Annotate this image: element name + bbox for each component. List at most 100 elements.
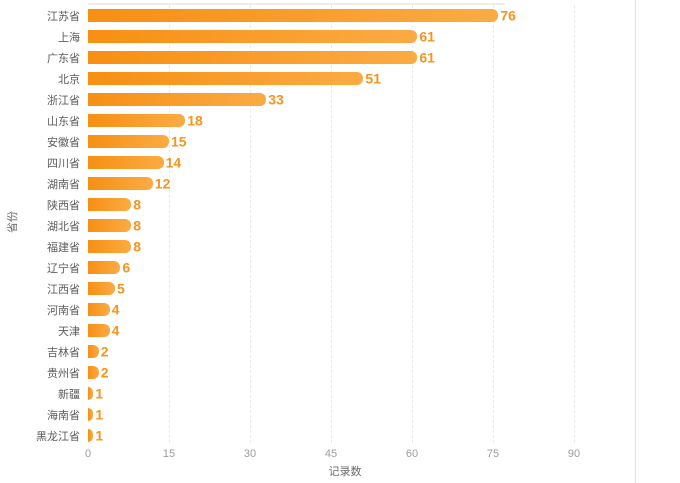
category-label: 上海	[58, 31, 80, 44]
category-label: 福建省	[47, 241, 80, 254]
category-label: 海南省	[47, 409, 80, 422]
bar-area: 5	[84, 278, 635, 299]
bar-row: 江西省 5	[0, 278, 635, 299]
value-label: 4	[111, 322, 120, 339]
bar-row: 辽宁省 6	[0, 257, 635, 278]
bar-area: 1	[84, 425, 635, 446]
bar-area: 76	[84, 5, 635, 26]
bar[interactable]	[88, 198, 132, 211]
bar-area: 8	[84, 215, 635, 236]
gridline	[574, 5, 575, 443]
bar[interactable]	[88, 9, 499, 22]
value-label: 1	[95, 427, 104, 444]
bar-area: 4	[84, 299, 635, 320]
gridline	[169, 5, 170, 443]
gridlines	[88, 5, 628, 443]
x-tick-label: 45	[324, 448, 338, 460]
bar-row: 新疆 1	[0, 383, 635, 404]
value-label: 5	[117, 280, 125, 297]
category-label: 湖南省	[47, 178, 80, 191]
value-label: 18	[187, 112, 203, 129]
bar[interactable]	[88, 408, 94, 421]
bar[interactable]	[88, 51, 418, 64]
bar-area: 1	[84, 404, 635, 425]
bar-area: 2	[84, 341, 635, 362]
category-label: 北京	[58, 73, 80, 86]
value-label: 33	[268, 91, 284, 108]
bar[interactable]	[88, 114, 186, 127]
bar-row: 山东省 18	[0, 110, 635, 131]
value-label: 76	[500, 7, 516, 24]
bar[interactable]	[88, 156, 164, 169]
bar-row: 天津 4	[0, 320, 635, 341]
category-label: 安徽省	[47, 136, 80, 149]
category-label: 吉林省	[47, 346, 80, 359]
bar-row: 浙江省 33	[0, 89, 635, 110]
bar-row: 上海 61	[0, 26, 635, 47]
category-label: 江苏省	[47, 10, 80, 23]
value-label: 2	[100, 343, 109, 360]
bar-area: 6	[84, 257, 635, 278]
value-label: 15	[171, 133, 187, 150]
x-tick-label: 15	[162, 448, 176, 460]
x-tick-label: 0	[84, 448, 92, 460]
value-label: 8	[133, 196, 141, 213]
bar-area: 18	[84, 110, 635, 131]
bar-row: 陕西省 8	[0, 194, 635, 215]
bar[interactable]	[88, 30, 418, 43]
x-axis-title: 记录数	[328, 466, 362, 478]
category-label: 新疆	[58, 388, 80, 401]
bar-area: 15	[84, 131, 635, 152]
bar[interactable]	[88, 282, 115, 295]
bar[interactable]	[88, 72, 364, 85]
category-label: 辽宁省	[47, 262, 80, 275]
category-label: 陕西省	[47, 199, 80, 212]
x-axis-ticks: 0 15 30 45 60 75 90	[0, 448, 680, 462]
bar-row: 吉林省 2	[0, 341, 635, 362]
x-tick-label: 60	[405, 448, 419, 460]
value-label: 14	[165, 154, 182, 171]
category-label: 江西省	[47, 283, 80, 296]
bar-row: 江苏省 76	[0, 5, 635, 26]
value-label: 4	[111, 301, 120, 318]
value-label: 1	[95, 406, 104, 423]
bar-row: 黑龙江省 1	[0, 425, 635, 446]
value-label: 61	[419, 28, 435, 45]
value-label: 2	[100, 364, 109, 381]
bar-area: 2	[84, 362, 635, 383]
bar[interactable]	[88, 387, 94, 400]
bar[interactable]	[88, 366, 99, 379]
bar[interactable]	[88, 345, 99, 358]
bar-area: 8	[84, 194, 635, 215]
value-label: 6	[122, 259, 131, 276]
bar-row: 福建省 8	[0, 236, 635, 257]
bar[interactable]	[88, 261, 121, 274]
bar[interactable]	[88, 324, 110, 337]
x-tick-label: 75	[486, 448, 500, 460]
value-label: 51	[365, 70, 381, 87]
y-axis-title: 省份	[7, 211, 19, 233]
panel-divider	[635, 0, 636, 483]
x-tick-label: 30	[243, 448, 257, 460]
category-label: 四川省	[47, 157, 80, 170]
bar[interactable]	[88, 303, 110, 316]
bar[interactable]	[88, 135, 169, 148]
bar-row: 安徽省 15	[0, 131, 635, 152]
value-label: 1	[95, 385, 104, 402]
bar[interactable]	[88, 93, 267, 106]
category-label: 湖北省	[47, 220, 80, 233]
bar-row: 贵州省 2	[0, 362, 635, 383]
bar-row: 湖南省 12	[0, 173, 635, 194]
bar-area: 33	[84, 89, 635, 110]
bar-area: 61	[84, 47, 635, 68]
bar[interactable]	[88, 177, 153, 190]
category-label: 山东省	[47, 115, 80, 128]
gridline	[331, 5, 332, 443]
bar[interactable]	[88, 219, 132, 232]
category-label: 浙江省	[47, 94, 80, 107]
category-label: 天津	[58, 325, 80, 338]
bar[interactable]	[88, 240, 132, 253]
bar[interactable]	[88, 429, 94, 442]
category-label: 黑龙江省	[36, 430, 80, 443]
